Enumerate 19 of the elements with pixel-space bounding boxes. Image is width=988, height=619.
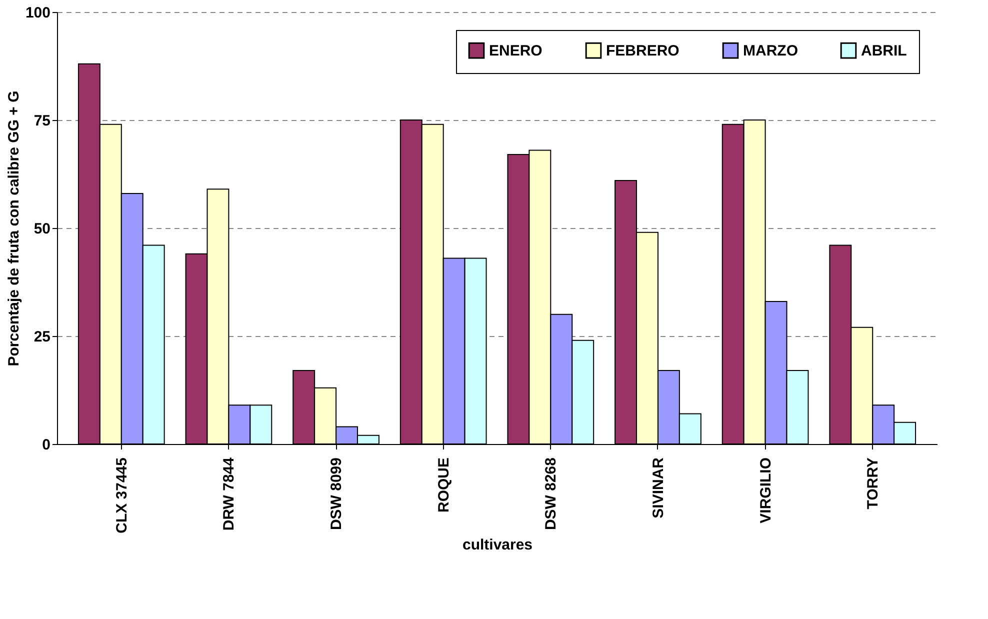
legend-label: ENERO	[489, 42, 543, 60]
y-tick-label: 25	[34, 328, 50, 346]
y-tick-label: 50	[34, 220, 50, 238]
legend-label: MARZO	[743, 42, 798, 60]
x-tick-label: DSW 8268	[542, 458, 560, 530]
x-tick-label: DSW 8099	[328, 458, 346, 530]
x-tick-label: TORRY	[864, 458, 882, 510]
legend-label: FEBRERO	[606, 42, 680, 60]
x-axis-title: cultivares	[462, 536, 533, 554]
y-tick-label: 100	[25, 4, 50, 22]
y-tick-label: 75	[34, 112, 50, 130]
x-tick-label: VIRGILIO	[757, 457, 774, 524]
x-tick-label: CLX 37445	[113, 458, 130, 534]
x-tick-label: DRW 7844	[220, 456, 238, 531]
legend-label: ABRIL	[861, 42, 907, 60]
y-axis-title: Porcentaje de fruta con calibre GG + G	[5, 90, 22, 366]
y-tick-label: 0	[42, 436, 50, 454]
x-tick-label: SIVINAR	[650, 457, 667, 518]
x-tick-label: ROQUE	[435, 458, 452, 513]
